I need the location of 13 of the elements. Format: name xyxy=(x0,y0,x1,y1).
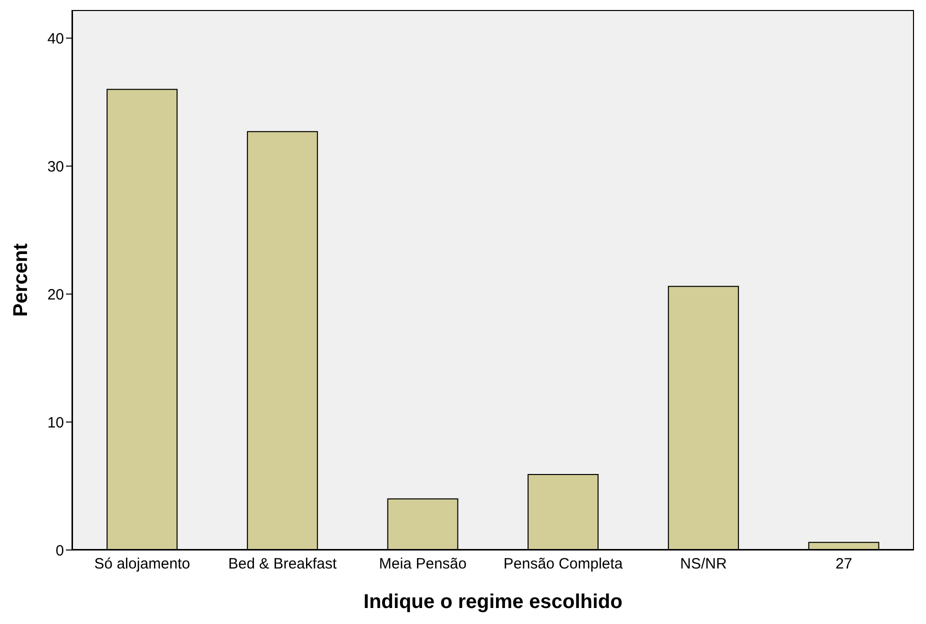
x-tick-label: Meia Pensão xyxy=(379,556,467,573)
x-tick-label: Pensão Completa xyxy=(504,556,624,573)
x-tick-label: 27 xyxy=(835,556,852,573)
x-axis-title: Indique o regime escolhido xyxy=(364,591,622,613)
y-tick-label: 30 xyxy=(47,158,64,176)
y-tick-label: 10 xyxy=(47,414,64,432)
y-tick-label: 0 xyxy=(56,542,64,560)
x-tick-label: Só alojamento xyxy=(94,556,190,573)
y-tick-label: 40 xyxy=(47,30,64,48)
y-tick-label: 20 xyxy=(47,286,64,304)
y-axis-title: Percent xyxy=(10,242,32,317)
x-tick-label: NS/NR xyxy=(680,556,727,573)
x-tick-label: Bed & Breakfast xyxy=(228,556,338,573)
